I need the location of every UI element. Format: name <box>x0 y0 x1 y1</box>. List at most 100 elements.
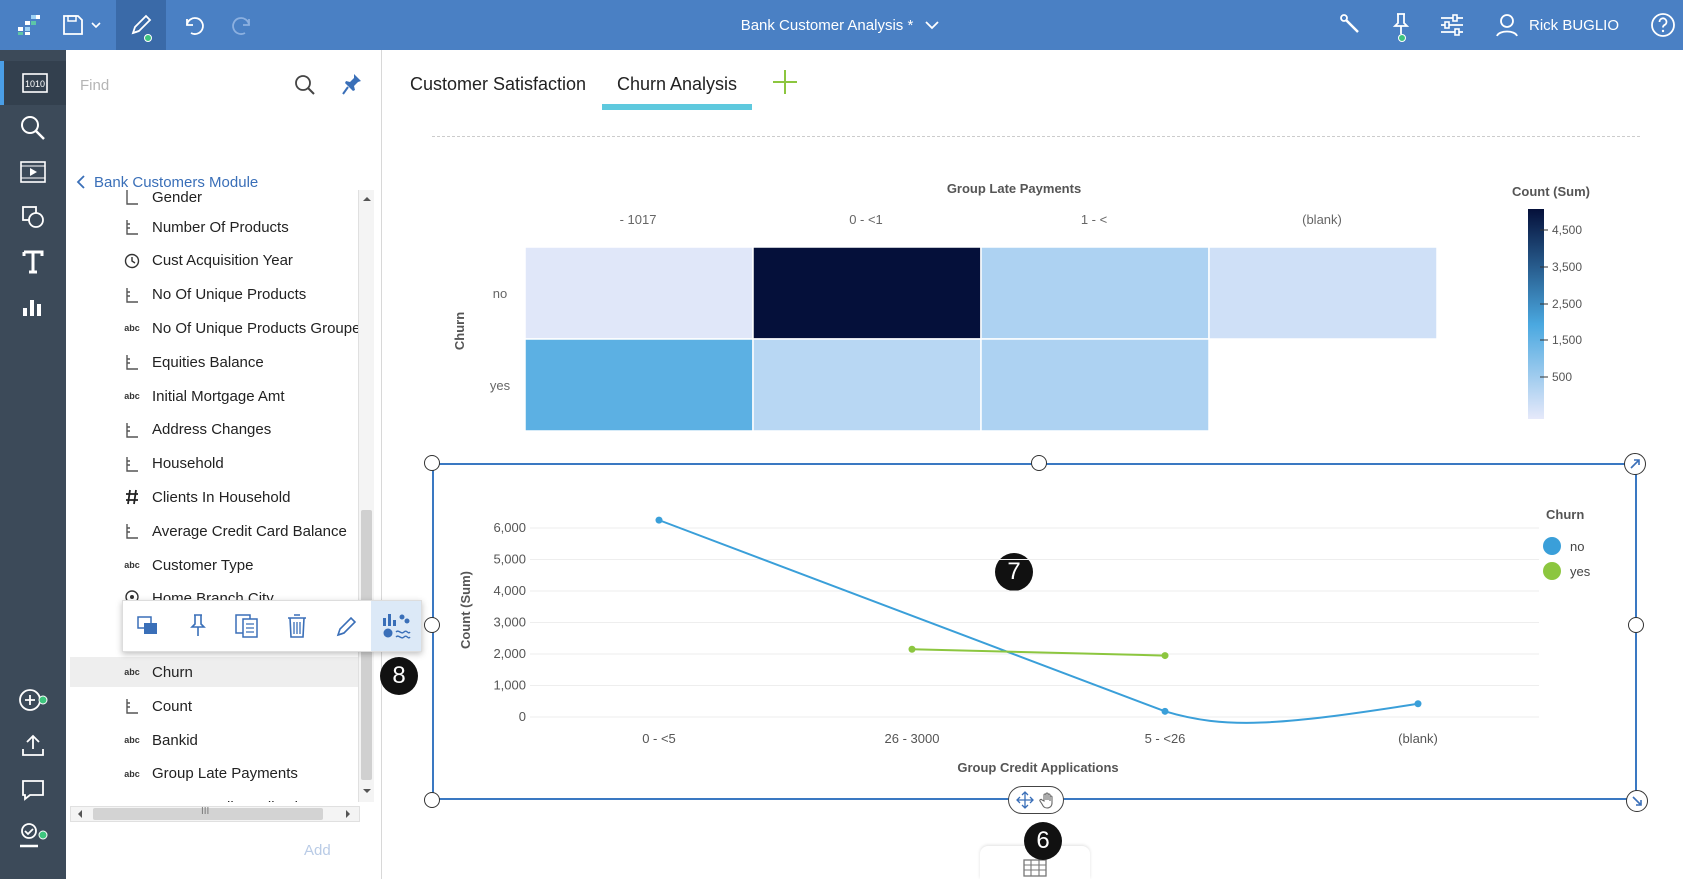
duplicate-button[interactable] <box>123 601 173 651</box>
line-y-tick: 4,000 <box>493 583 526 598</box>
help-button[interactable] <box>1648 0 1678 50</box>
shapes-nav-button[interactable] <box>0 195 66 239</box>
legend-swatch-yes <box>1543 562 1561 580</box>
add-nav-button[interactable] <box>0 678 66 722</box>
data-point-no[interactable] <box>655 516 663 524</box>
heatmap-x-tick: - 1017 <box>620 212 657 227</box>
heatmap-x-axis-title: Group Late Payments <box>947 181 1081 196</box>
line-y-tick: 2,000 <box>493 646 526 661</box>
scroll-down-icon[interactable] <box>360 786 374 796</box>
search-icon[interactable] <box>294 74 316 101</box>
find-input[interactable] <box>78 70 278 100</box>
delete-button[interactable] <box>272 601 322 651</box>
tree-item-label: Household <box>152 455 224 473</box>
tab-customer-satisfaction[interactable]: Customer Satisfaction <box>409 73 587 94</box>
scroll-left-icon[interactable] <box>75 807 85 821</box>
app-menu-icon[interactable] <box>14 0 44 50</box>
line-chart[interactable]: Count (Sum) Group Credit Applications 0 1… <box>434 465 1635 798</box>
pin-panel-icon[interactable] <box>341 72 363 101</box>
resize-handle-tl[interactable] <box>424 455 440 471</box>
resize-handle-right[interactable] <box>1628 617 1644 633</box>
resize-handle-top[interactable] <box>1031 455 1047 471</box>
line-x-tick: (blank) <box>1398 731 1438 746</box>
tree-item[interactable]: Cust Acquisition Year <box>124 246 366 276</box>
visualization-nav-button[interactable] <box>0 284 66 328</box>
heatmap-chart[interactable]: Group Late Payments Churn Count (Sum) - … <box>432 137 1640 457</box>
redo-icon <box>232 17 250 35</box>
horizontal-scrollbar[interactable]: III <box>70 806 360 822</box>
media-nav-button[interactable] <box>0 150 66 194</box>
vertical-scrollbar[interactable] <box>358 190 374 802</box>
heatmap-cell[interactable] <box>980 246 1210 340</box>
series-line-no[interactable] <box>658 519 1419 724</box>
expand-button[interactable] <box>1624 453 1646 475</box>
add-button[interactable]: Add <box>304 842 331 859</box>
tree-item[interactable]: abc Group Credit Applications <box>126 793 366 802</box>
visualize-button[interactable] <box>371 601 422 651</box>
connect-button[interactable] <box>1335 0 1365 50</box>
heatmap-cell[interactable] <box>524 246 754 340</box>
tree-item[interactable]: Address Changes <box>126 415 366 445</box>
data-point-no[interactable] <box>1414 700 1422 708</box>
edit-button[interactable] <box>322 601 372 651</box>
data-point-no[interactable] <box>1161 707 1169 715</box>
heatmap-cell[interactable] <box>524 338 754 432</box>
tasks-nav-button[interactable] <box>0 813 66 857</box>
resize-corner-button[interactable] <box>1626 790 1648 812</box>
pin-icon <box>1392 13 1410 34</box>
tree-item[interactable]: Clients In Household <box>126 482 366 512</box>
tab-churn-analysis[interactable]: Churn Analysis <box>602 64 752 110</box>
save-menu-button[interactable] <box>58 0 106 50</box>
delete-icon <box>287 614 306 638</box>
add-tab-button[interactable] <box>765 62 805 102</box>
tree-item[interactable]: abc Group Late Payments <box>124 759 366 789</box>
comment-icon <box>22 780 44 801</box>
resize-handle-bl[interactable] <box>424 792 440 808</box>
series-line-yes[interactable] <box>911 648 1166 657</box>
copy-button[interactable] <box>222 601 272 651</box>
tree-item-partial[interactable]: Gender <box>126 190 366 212</box>
tree-item[interactable]: abc Customer Type <box>124 550 366 580</box>
tree-item[interactable]: abc No Of Unique Products Grouped <box>124 313 366 343</box>
heatmap-cell[interactable] <box>752 246 982 340</box>
scroll-right-icon[interactable] <box>343 807 353 821</box>
tree-item[interactable]: No Of Unique Products <box>126 280 366 310</box>
tree-item-label: Customer Type <box>152 556 254 574</box>
horizontal-scroll-thumb[interactable]: III <box>93 806 323 820</box>
tree-item[interactable]: abc Bankid <box>124 725 366 755</box>
properties-button[interactable] <box>1436 0 1468 50</box>
tree-item[interactable]: abc Churn <box>70 657 362 688</box>
data-point-yes[interactable] <box>908 645 916 653</box>
undo-button[interactable] <box>178 0 208 50</box>
heatmap-cell[interactable] <box>980 338 1210 432</box>
heatmap-cell[interactable] <box>752 338 982 432</box>
text-nav-button[interactable] <box>0 240 66 284</box>
hand-icon[interactable] <box>1038 791 1057 809</box>
search-nav-button[interactable] <box>0 106 66 150</box>
tree-item[interactable]: abc Initial Mortgage Amt <box>124 381 366 411</box>
resize-handle-left[interactable] <box>424 617 440 633</box>
tree-item[interactable]: Average Credit Card Balance <box>126 516 366 546</box>
tree-item[interactable]: Equities Balance <box>126 347 366 377</box>
comment-nav-button[interactable] <box>0 768 66 812</box>
tree-item-label: Initial Mortgage Amt <box>152 387 285 405</box>
upload-nav-button[interactable] <box>0 723 66 767</box>
edit-mode-button[interactable] <box>116 0 166 50</box>
heatmap-cell[interactable] <box>1208 246 1438 340</box>
tree-item[interactable]: Count <box>126 691 366 721</box>
user-menu[interactable]: Rick BUGLIO <box>1495 0 1635 50</box>
copy-icon <box>235 614 258 638</box>
scroll-up-icon[interactable] <box>360 194 374 204</box>
search-icon <box>21 116 45 140</box>
tree-item[interactable]: Number Of Products <box>126 212 366 242</box>
line-y-tick: 1,000 <box>493 678 526 693</box>
move-icon[interactable] <box>1015 791 1034 809</box>
tree-item[interactable]: Household <box>126 449 366 479</box>
report-title-menu[interactable]: Bank Customer Analysis * <box>620 0 1060 50</box>
pin-button[interactable] <box>1386 0 1416 50</box>
redo-button[interactable] <box>228 0 258 50</box>
module-back-link[interactable]: Bank Customers Module <box>76 168 258 196</box>
pin-item-button[interactable] <box>173 601 223 651</box>
data-point-yes[interactable] <box>1161 652 1169 660</box>
data-source-button[interactable]: 1010 <box>0 61 66 105</box>
